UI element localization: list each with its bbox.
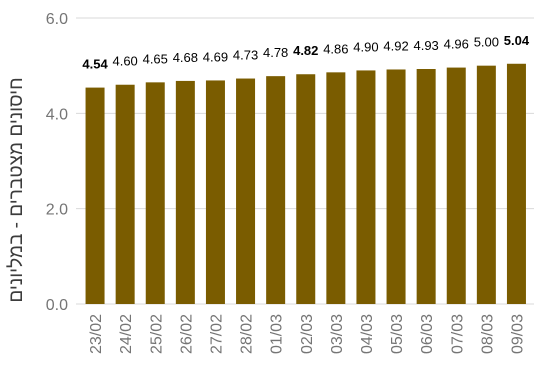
x-tick-label: 05/03 xyxy=(389,314,406,354)
x-tick-label: 25/02 xyxy=(148,314,165,354)
data-label: 4.86 xyxy=(323,41,348,56)
x-tick-label: 27/02 xyxy=(208,314,225,354)
y-tick-label: 0.0 xyxy=(46,297,68,314)
data-labels: 4.54 4.60 4.65 4.68 4.69 4.73 4.78 4.82 4.86 4.90… xyxy=(82,33,529,72)
data-label: 4.92 xyxy=(383,38,408,53)
x-tick-label: 01/03 xyxy=(269,314,286,354)
bar xyxy=(386,69,406,304)
data-label: 4.93 xyxy=(413,38,438,53)
bar xyxy=(326,72,346,304)
data-label: 4.90 xyxy=(353,39,378,54)
x-axis-ticks: 23/02 24/02 25/02 26/02 27/02 28/02 01/03 02/03… xyxy=(88,314,526,354)
bar xyxy=(416,69,436,305)
x-tick-label: 23/02 xyxy=(88,314,105,354)
bar xyxy=(296,74,316,304)
y-tick-label: 2.0 xyxy=(46,202,68,219)
y-tick-label: 6.0 xyxy=(46,11,68,28)
data-label: 4.68 xyxy=(173,50,198,65)
bar xyxy=(85,87,105,305)
bar xyxy=(115,84,135,304)
bar xyxy=(506,63,526,305)
x-tick-label: 07/03 xyxy=(449,314,466,354)
data-label: 4.65 xyxy=(143,51,168,66)
bar xyxy=(175,80,195,304)
bars xyxy=(85,63,526,305)
bar xyxy=(476,65,496,305)
bar xyxy=(236,78,256,304)
data-label: 4.96 xyxy=(444,37,469,52)
x-tick-label: 06/03 xyxy=(419,314,436,354)
bar xyxy=(446,67,466,304)
bar xyxy=(205,80,225,305)
y-axis-ticks: 0.0 2.0 4.0 6.0 xyxy=(46,11,68,314)
data-label: 4.78 xyxy=(263,45,288,60)
x-tick-label: 03/03 xyxy=(329,314,346,354)
data-label: 4.60 xyxy=(112,54,137,69)
x-tick-label: 24/02 xyxy=(118,314,135,354)
y-axis-title: חיסונים מצטברים - במליונים xyxy=(6,77,27,302)
data-label: 5.00 xyxy=(474,35,499,50)
x-tick-label: 28/02 xyxy=(239,314,256,354)
bar xyxy=(266,76,286,304)
data-label: 4.54 xyxy=(82,57,108,72)
x-tick-label: 26/02 xyxy=(178,314,195,354)
data-label: 5.04 xyxy=(504,33,530,48)
data-label: 4.82 xyxy=(293,43,318,58)
x-tick-label: 09/03 xyxy=(509,314,526,354)
x-tick-label: 04/03 xyxy=(359,314,376,354)
data-label: 4.69 xyxy=(203,49,228,64)
data-label: 4.73 xyxy=(233,48,258,63)
bar xyxy=(356,70,376,304)
y-tick-label: 4.0 xyxy=(46,106,68,123)
bar xyxy=(145,82,165,304)
x-tick-label: 08/03 xyxy=(479,314,496,354)
x-tick-label: 02/03 xyxy=(299,314,316,354)
